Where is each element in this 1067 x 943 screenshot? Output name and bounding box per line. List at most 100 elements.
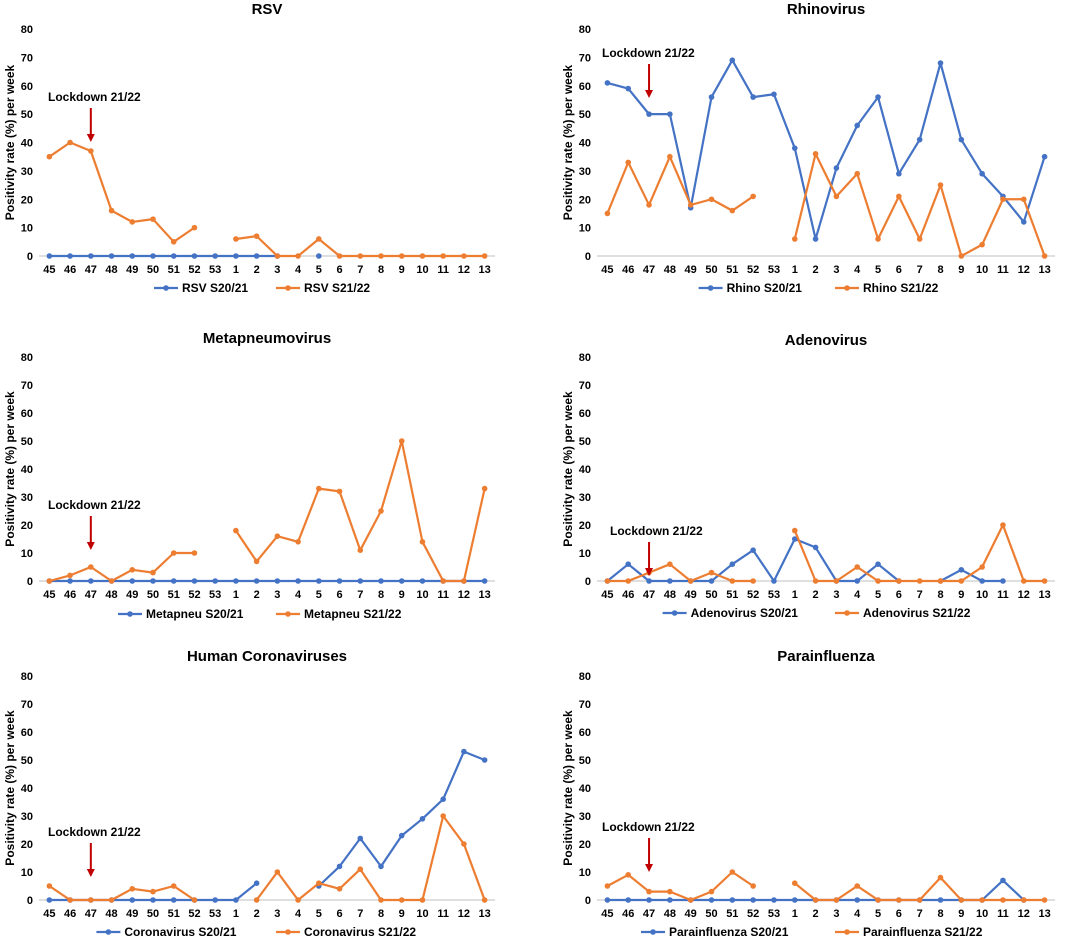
y-tick-label: 70 [579, 380, 591, 392]
data-point [150, 897, 156, 903]
legend-swatch-marker [285, 929, 291, 935]
x-tick-label: 9 [399, 589, 405, 601]
x-tick-label: 51 [168, 589, 180, 601]
x-tick-label: 46 [622, 264, 634, 276]
data-point [212, 578, 218, 584]
x-tick-label: 52 [747, 589, 759, 601]
x-tick-label: 47 [85, 264, 97, 276]
x-tick-label: 53 [209, 589, 221, 601]
x-tick-label: 5 [875, 264, 881, 276]
data-point [88, 253, 94, 259]
data-point [896, 578, 902, 584]
x-tick-label: 11 [997, 264, 1009, 276]
data-point [316, 236, 322, 242]
x-tick-label: 8 [937, 908, 943, 920]
chart-title: Adenovirus [785, 332, 868, 349]
data-point [253, 578, 260, 584]
y-tick-label: 50 [579, 436, 591, 448]
series-line-s2122 [606, 870, 754, 902]
data-point [378, 863, 384, 870]
data-point [729, 561, 736, 567]
x-tick-label: 8 [378, 264, 384, 276]
x-tick-label: 4 [295, 264, 302, 276]
data-point [88, 148, 94, 154]
x-tick-label: 13 [479, 264, 491, 276]
x-tick-label: 4 [295, 908, 302, 920]
data-point [791, 897, 798, 903]
data-point [46, 253, 53, 259]
y-tick-label: 10 [579, 223, 591, 235]
y-tick-label: 50 [579, 755, 591, 767]
data-point [771, 91, 777, 98]
y-tick-label: 30 [579, 166, 591, 178]
legend: Rhino S20/21 Rhino S21/22 [698, 281, 939, 295]
x-tick-label: 49 [685, 589, 697, 601]
series-line-s2122 [49, 551, 195, 583]
y-tick-label: 50 [21, 109, 33, 121]
x-tick-label: 8 [378, 908, 384, 920]
data-point [937, 182, 944, 188]
x-tick-label: 1 [792, 264, 798, 276]
data-point [667, 153, 673, 160]
data-point [378, 578, 384, 584]
x-tick-label: 8 [937, 264, 943, 276]
y-tick-label: 60 [21, 727, 33, 739]
x-tick-label: 9 [958, 589, 964, 601]
data-point [1041, 897, 1048, 903]
x-tick-label: 1 [233, 264, 239, 276]
data-point [604, 80, 611, 86]
x-tick-label: 1 [233, 589, 239, 601]
y-tick-label: 40 [21, 138, 33, 150]
y-tick-label: 20 [579, 839, 591, 851]
lockdown-annotation: Lockdown 21/22 [48, 498, 141, 512]
legend-label: Adenovirus S20/21 [691, 606, 799, 620]
data-point [88, 897, 94, 903]
legend: Coronavirus S20/21 Coronavirus S21/22 [96, 925, 416, 939]
data-point [708, 897, 715, 903]
data-point [708, 94, 715, 100]
x-tick-label: 45 [601, 264, 613, 276]
data-point [378, 508, 384, 514]
data-point [625, 159, 632, 166]
data-point [88, 578, 94, 584]
legend-label: Rhino S21/22 [863, 281, 939, 295]
y-tick-label: 80 [579, 24, 591, 36]
data-point [729, 578, 736, 584]
lockdown-arrowhead-icon [86, 869, 95, 877]
data-point [67, 572, 73, 579]
data-point [150, 253, 156, 259]
series-line-s2122 [255, 814, 486, 902]
x-tick-label: 2 [254, 589, 260, 601]
x-tick-label: 51 [726, 264, 738, 276]
y-tick-label: 80 [579, 352, 591, 364]
data-point [667, 897, 673, 903]
y-tick-label: 80 [21, 671, 33, 683]
data-point [646, 202, 652, 208]
x-tick-label: 5 [875, 589, 881, 601]
legend-swatch-marker [285, 285, 291, 291]
y-tick-label: 30 [21, 166, 33, 178]
data-point [708, 578, 715, 584]
x-tick-label: 51 [726, 908, 738, 920]
x-tick-label: 49 [126, 589, 138, 601]
x-tick-label: 50 [705, 908, 717, 920]
legend-label: Parainfluenza S20/21 [669, 925, 789, 939]
legend-swatch-marker [844, 610, 850, 616]
data-point [481, 578, 488, 584]
lockdown-annotation: Lockdown 21/22 [48, 825, 141, 839]
data-point [687, 202, 694, 208]
data-point [854, 897, 861, 903]
x-tick-label: 7 [917, 264, 923, 276]
data-point [667, 561, 673, 567]
data-point [604, 578, 611, 584]
x-tick-label: 48 [105, 264, 117, 276]
data-point [875, 561, 881, 567]
data-point [336, 488, 343, 495]
x-tick-label: 50 [705, 264, 717, 276]
data-point [461, 578, 467, 584]
y-tick-label: 40 [21, 783, 33, 795]
data-point [212, 253, 218, 259]
x-tick-label: 48 [105, 908, 117, 920]
data-point [896, 193, 902, 200]
